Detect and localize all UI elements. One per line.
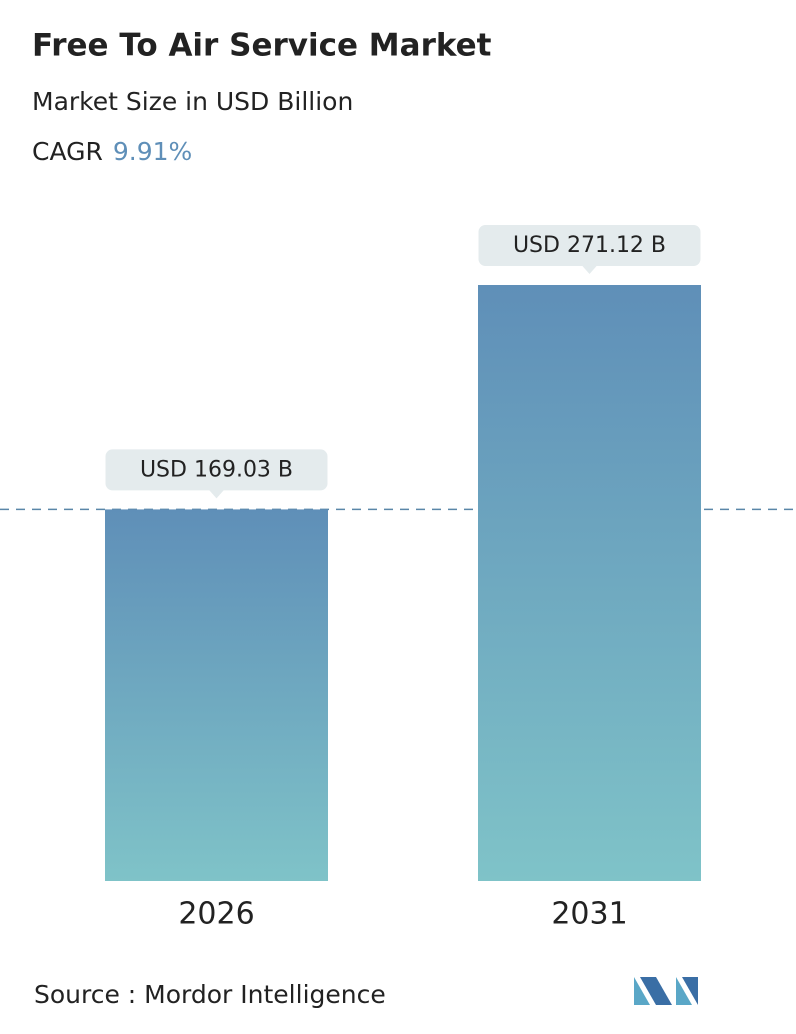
value-label-pointer	[208, 489, 225, 499]
x-tick-label: 2031	[551, 897, 627, 932]
cagr-label: CAGR 9.91%	[32, 137, 192, 166]
value-label-box	[478, 225, 701, 266]
cagr-label-text: CAGR	[32, 137, 103, 166]
chart-title: Free To Air Service Market	[32, 28, 492, 64]
value-label: USD 169.03 B	[140, 457, 293, 482]
bar	[478, 285, 701, 881]
chart-subtitle: Market Size in USD Billion	[32, 87, 353, 116]
source: Source : Mordor Intelligence	[34, 980, 386, 1009]
bar	[105, 509, 328, 881]
logo	[634, 977, 698, 1005]
value-label: USD 271.12 B	[513, 233, 666, 258]
value-label-pointer	[581, 265, 598, 274]
value-label-box	[105, 449, 328, 491]
x-tick-label: 2026	[178, 897, 254, 932]
cagr-value: 9.91%	[113, 137, 192, 166]
